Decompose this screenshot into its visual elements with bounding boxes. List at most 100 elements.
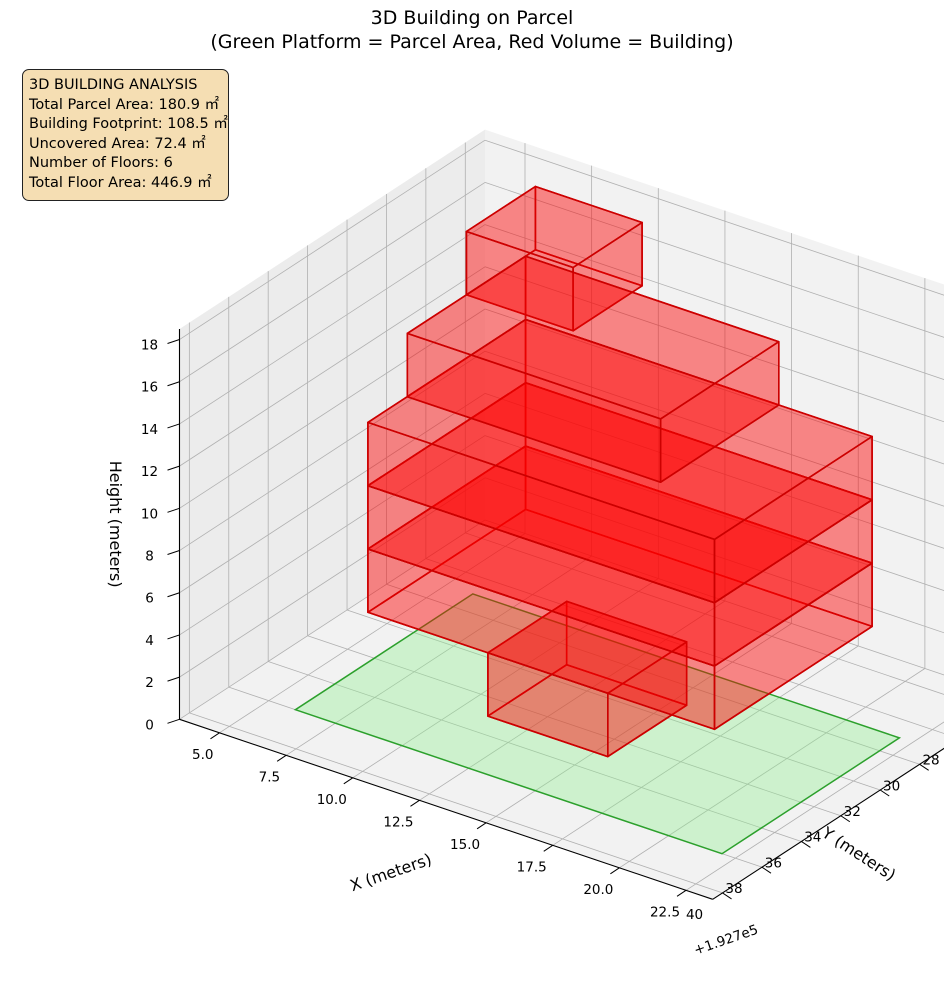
z-tick-tick — [167, 550, 180, 556]
grid-line-z-wall-right — [484, 519, 944, 676]
z-tick-label: 8 — [145, 549, 154, 565]
grid-line-z-wall-left — [179, 182, 486, 383]
z-tick-label: 16 — [141, 380, 158, 396]
y-tick-label: 30 — [883, 778, 900, 794]
z-tick-label: 2 — [145, 675, 154, 691]
grid-line-z-wall-right — [484, 139, 944, 296]
grid-line-x-floor — [352, 578, 659, 779]
y-tick-label: 34 — [804, 830, 821, 846]
z-tick-label: 12 — [141, 464, 158, 480]
z-tick-tick — [167, 465, 180, 471]
floor-5-face-xmax — [659, 340, 780, 484]
z-tick-tick — [167, 592, 180, 598]
grid-line-y-floor — [346, 609, 881, 791]
y-tick-tick — [840, 815, 851, 823]
grid-line-x-floor — [285, 555, 592, 756]
grid-line-x-floor — [219, 533, 526, 734]
grid-line-x-floor — [685, 721, 944, 891]
floor-pane — [179, 520, 944, 900]
x-offset-label: +1.927e5 — [692, 922, 760, 959]
x-tick-tick — [476, 822, 487, 830]
grid-line-z-wall-left — [179, 393, 486, 594]
grid-line-x-floor — [619, 668, 926, 869]
chart-subtitle: (Green Platform = Parcel Area, Red Volum… — [210, 31, 734, 53]
z-tick-tick — [167, 381, 180, 387]
grid-line-z-wall-left — [179, 224, 486, 425]
grid-line-x-floor — [552, 645, 859, 846]
back-pane-left — [179, 129, 485, 720]
x-tick-label: 22.5 — [650, 904, 680, 920]
info-box-line-floor-area: Total Floor Area: 446.9 ㎡ — [29, 174, 212, 191]
z-axis-title: Height (meters) — [106, 461, 125, 588]
z-tick-tick — [167, 423, 180, 429]
x-tick-tick — [543, 844, 554, 852]
x-axis-line — [179, 718, 713, 900]
parcel-layer — [293, 593, 902, 855]
z-tick-label: 0 — [145, 717, 154, 733]
info-box-line-uncovered: Uncovered Area: 72.4 ㎡ — [29, 135, 206, 152]
z-tick-label: 4 — [145, 633, 154, 649]
grid-line-x-floor — [419, 600, 726, 801]
grid-line-z-wall-left — [179, 435, 486, 636]
y-tick-tick — [879, 789, 890, 797]
z-tick-tick — [167, 676, 180, 682]
x-tick-tick — [676, 889, 687, 897]
z-tick-label: 18 — [141, 338, 158, 354]
y-tick-label: 36 — [765, 855, 782, 871]
grid-line-y-floor — [465, 532, 944, 695]
y-tick-tick — [919, 763, 929, 771]
grid-line-y-floor — [425, 558, 944, 734]
x-tick-label: 10.0 — [317, 792, 347, 808]
info-box-heading: 3D BUILDING ANALYSIS — [29, 77, 198, 93]
grid-line-z-wall-left — [179, 266, 486, 467]
grid-line-z-wall-left — [179, 477, 486, 678]
x-tick-label: 7.5 — [259, 769, 280, 785]
grid-line-z-wall-left — [179, 519, 486, 720]
tick-marks — [167, 339, 929, 900]
floor-4-face-xmax — [713, 435, 873, 604]
x-tick-tick — [276, 754, 287, 762]
grid-line-z-wall-right — [484, 477, 944, 634]
x-tick-tick — [410, 799, 420, 807]
grid-line-z-wall-right — [484, 308, 944, 465]
building-layer — [367, 185, 873, 758]
grid-line-y-floor — [386, 583, 920, 765]
info-box-line-footprint: Building Footprint: 108.5 ㎡ — [29, 116, 228, 133]
x-tick-label: 17.5 — [517, 859, 547, 875]
grid-line-z-wall-right — [484, 393, 944, 549]
x-tick-label: 20.0 — [583, 882, 613, 898]
x-axis-title: X (meters) — [347, 850, 434, 896]
axis-lines — [178, 328, 944, 900]
z-tick-tick — [167, 718, 180, 724]
grid-line-z-wall-right — [484, 182, 944, 338]
grid-line-z-wall-right — [484, 224, 944, 380]
info-box-line-parcel-area: Total Parcel Area: 180.9 ㎡ — [29, 96, 220, 113]
z-tick-label: 10 — [141, 506, 158, 522]
x-tick-label: 5.0 — [192, 747, 213, 763]
z-tick-tick — [167, 634, 180, 640]
x-tick-tick — [610, 867, 620, 875]
y-tick-tick — [801, 841, 811, 848]
analysis-info-box: 3D BUILDING ANALYSIS Total Parcel Area: … — [22, 69, 229, 201]
tick-labels: 5.07.510.012.515.017.520.022.52628303234… — [141, 338, 940, 923]
x-tick-label: 15.0 — [450, 837, 480, 853]
z-tick-tick — [167, 507, 180, 513]
z-tick-label: 14 — [141, 422, 158, 438]
grid-line-z-wall-left — [179, 139, 486, 340]
chart-title-block: 3D Building on Parcel (Green Platform = … — [0, 6, 944, 54]
grid-line-z-wall-right — [484, 435, 944, 591]
parcel-platform — [293, 593, 902, 855]
chart-title: 3D Building on Parcel — [370, 7, 574, 29]
axis-panes — [179, 129, 944, 900]
grid-line-z-wall-left — [179, 350, 486, 551]
back-pane-right — [485, 129, 944, 675]
y-axis-title: Y (meters) — [818, 822, 899, 884]
x-tick-tick — [343, 777, 354, 785]
z-tick-label: 6 — [145, 591, 154, 607]
grid-line-y-floor — [307, 635, 841, 817]
y-tick-tick — [722, 892, 732, 900]
z-tick-tick — [167, 339, 180, 345]
grid-line-z-wall-right — [484, 350, 944, 507]
